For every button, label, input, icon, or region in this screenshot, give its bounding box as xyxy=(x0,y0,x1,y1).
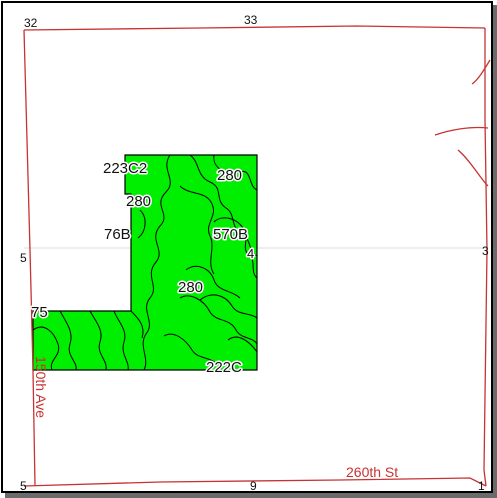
roads xyxy=(23,25,491,487)
section-number: 5 xyxy=(20,251,27,265)
soil-labels: 223C2 280 280 76B 570B 4 280 75 222C xyxy=(30,159,256,378)
section-number: 32 xyxy=(24,16,38,30)
road-label-south: 260th St xyxy=(346,464,398,480)
soil-label[interactable]: 280 xyxy=(216,166,244,186)
soil-label[interactable]: 75 xyxy=(30,303,50,323)
soil-label[interactable]: 280 xyxy=(125,192,153,212)
edge-labels: 32 33 5 3 5 9 1 xyxy=(20,13,489,493)
frame-shadow xyxy=(5,493,497,498)
section-number: 3 xyxy=(482,244,489,258)
section-number: 9 xyxy=(250,479,257,493)
soil-label[interactable]: 222C xyxy=(205,358,244,378)
soil-label[interactable]: 76B xyxy=(103,225,133,245)
soil-label[interactable]: 223C2 xyxy=(102,159,149,179)
road-label-west: 150th Ave xyxy=(33,356,49,418)
frame-shadow xyxy=(493,5,497,497)
soil-label[interactable]: 570B xyxy=(212,225,250,245)
soil-boundaries xyxy=(32,154,258,371)
soil-label[interactable]: 280 xyxy=(177,278,205,298)
soil-label[interactable]: 4 xyxy=(246,245,256,263)
section-number: 1 xyxy=(478,479,485,493)
section-number: 5 xyxy=(20,479,27,493)
parcel-area[interactable] xyxy=(32,154,258,371)
section-number: 33 xyxy=(244,13,258,27)
